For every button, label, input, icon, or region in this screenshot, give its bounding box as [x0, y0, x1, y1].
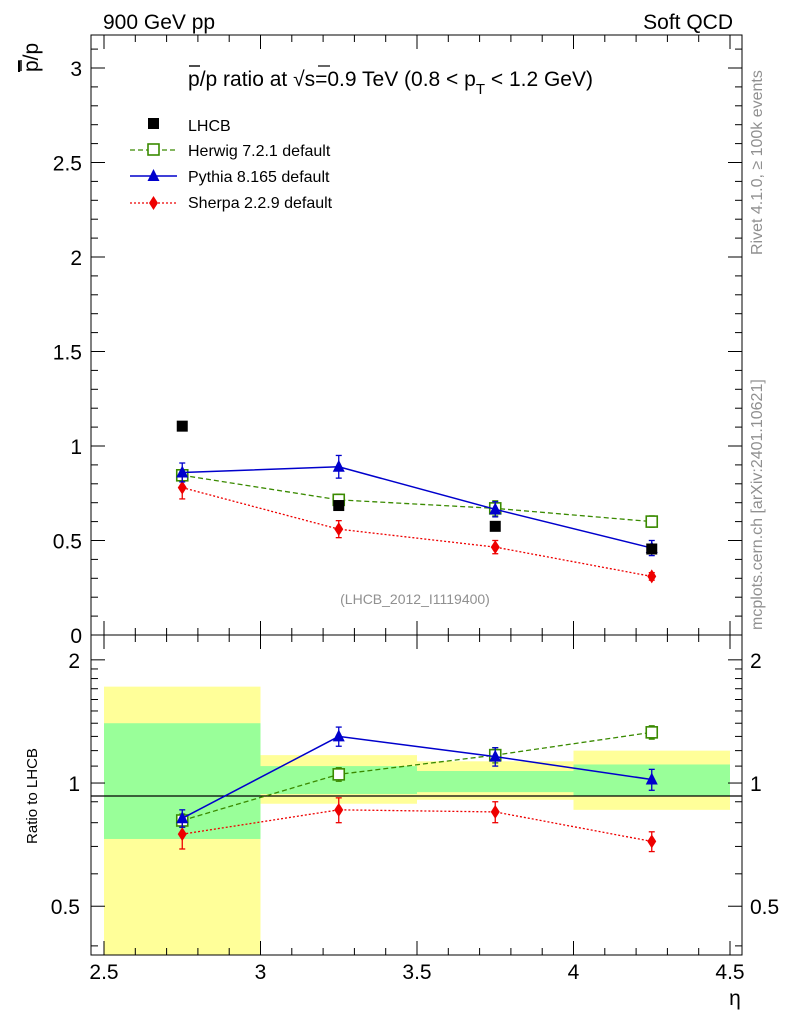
ratio-point-sherpa: [334, 802, 344, 817]
ratio-y-tick-labels: 0.5 1 2: [51, 650, 80, 919]
main-series-sherpa: [177, 475, 657, 584]
main-point-pythia: [176, 465, 189, 478]
legend-entry-pythia: Pythia 8.165 default: [130, 169, 330, 186]
y-label-pbar: p: [20, 60, 43, 72]
ratio-point-sherpa: [647, 834, 657, 849]
ratio-line-herwig: [182, 731, 652, 822]
main-point-data: [176, 420, 188, 432]
main-tick-marks: [91, 35, 742, 636]
rivet-label: Rivet 4.1.0, ≥ 100k events: [749, 70, 766, 255]
ratio-point-sherpa: [177, 827, 187, 842]
x-tick-label: 3: [255, 961, 267, 984]
legend-label-lhcb: LHCB: [188, 118, 231, 135]
energy-label: 900 GeV pp: [103, 11, 215, 34]
x-tick-label: 4.5: [715, 961, 744, 984]
legend-label-herwig: Herwig 7.2.1 default: [188, 143, 331, 160]
main-y-label: p/p: [20, 43, 43, 72]
process-label: Soft QCD: [643, 11, 733, 34]
legend-label-sherpa: Sherpa 2.2.9 default: [188, 195, 333, 212]
legend-marker-pythia: [147, 169, 160, 181]
main-y-tick-label: 1: [70, 436, 82, 459]
main-point-data: [333, 500, 345, 512]
ratio-panel: 0.5 1 2 0.5 1 2 2.5 3 3.5 4 4.5 Ratio to LHCB η: [24, 634, 779, 1010]
main-y-tick-label: 1.5: [53, 342, 82, 365]
main-y-tick-label: 3: [70, 58, 82, 81]
ratio-y-tick-label-right: 2: [750, 650, 762, 673]
title-energy: =0.9 TeV (0.8 < p: [315, 68, 476, 91]
main-title: p/p ratio at √s=0.9 TeV (0.8 < pT < 1.2 …: [188, 68, 593, 98]
ratio-point-sherpa: [490, 804, 500, 819]
legend: LHCB Herwig 7.2.1 default Pythia 8.165 d…: [130, 118, 333, 212]
title-pbar: p: [188, 68, 200, 91]
main-series-data: [176, 420, 658, 555]
x-tick-label: 4: [568, 961, 580, 984]
ratio-y-tick-labels-right: 0.5 1 2: [750, 650, 779, 919]
main-line-pythia: [182, 466, 652, 549]
title-sqrt: √: [293, 68, 305, 91]
legend-entry-herwig: Herwig 7.2.1 default: [130, 143, 331, 160]
legend-label-pythia: Pythia 8.165 default: [188, 169, 330, 186]
ratio-y-label: Ratio to LHCB: [24, 748, 41, 844]
title-ratio: /p ratio at: [200, 68, 293, 91]
legend-marker-sherpa: [149, 196, 158, 210]
title-s: s: [305, 68, 316, 91]
main-point-sherpa: [177, 480, 187, 495]
ratio-line-sherpa: [182, 809, 652, 843]
ratio-y-tick-label: 0.5: [51, 896, 80, 919]
main-point-herwig: [645, 515, 659, 528]
main-line-sherpa: [182, 486, 652, 578]
title-pt-range: < 1.2 GeV): [485, 68, 593, 91]
ratio-line-pythia: [181, 735, 652, 819]
main-point-pythia: [332, 459, 345, 472]
x-axis-label: η: [729, 987, 741, 1010]
ratio-y-tick-label: 2: [68, 650, 80, 673]
svg-text:p/p: p/p: [20, 43, 43, 72]
legend-entry-lhcb: LHCB: [148, 118, 231, 135]
ratio-point-pythia: [489, 749, 502, 762]
main-y-tick-label: 0.5: [53, 531, 82, 554]
ratio-y-tick-label: 1: [68, 773, 80, 796]
ratio-band-inner: [417, 771, 574, 793]
legend-marker-lhcb: [148, 118, 159, 129]
main-y-tick-label: 2: [70, 247, 82, 270]
main-point-sherpa: [334, 522, 344, 537]
analysis-id: (LHCB_2012_I1119400): [340, 591, 490, 607]
x-tick-labels: 2.5 3 3.5 4 4.5: [89, 961, 744, 984]
main-point-sherpa: [490, 540, 500, 555]
legend-entry-sherpa: Sherpa 2.2.9 default: [130, 195, 333, 212]
mcplots-label: mcplots.cern.ch [arXiv:2401.10621]: [749, 379, 766, 630]
ratio-y-tick-label-right: 1: [750, 773, 762, 796]
main-point-data: [489, 520, 501, 532]
ratio-point-pythia: [332, 729, 345, 742]
main-line-herwig: [182, 474, 652, 523]
ratio-point-pythia: [645, 772, 658, 785]
ratio-y-tick-label-right: 0.5: [750, 896, 779, 919]
main-y-tick-label: 0: [70, 625, 82, 648]
ratio-point-pythia: [176, 811, 189, 824]
title-pt-sub: T: [476, 81, 485, 98]
main-y-tick-label: 2.5: [53, 153, 82, 176]
y-label-rest: /p: [20, 43, 43, 61]
ratio-data-series: [175, 725, 659, 853]
ratio-series-pythia: [176, 726, 658, 828]
legend-marker-herwig: [147, 143, 160, 156]
main-y-tick-labels: 0 0.5 1 1.5 2 2.5 3: [53, 58, 82, 648]
main-point-sherpa: [647, 569, 657, 584]
main-point-data: [646, 543, 658, 555]
x-tick-label: 3.5: [402, 961, 431, 984]
main-point-pythia: [489, 502, 502, 515]
main-data-series: [175, 420, 659, 584]
ratio-point-herwig: [332, 768, 346, 781]
x-tick-label: 2.5: [89, 961, 118, 984]
ratio-tick-marks: [91, 635, 742, 955]
main-panel: 0 0.5 1 1.5 2 2.5 3 p/p p/p ratio at √s=0.9 Te…: [20, 34, 743, 648]
ratio-point-herwig: [645, 726, 659, 739]
